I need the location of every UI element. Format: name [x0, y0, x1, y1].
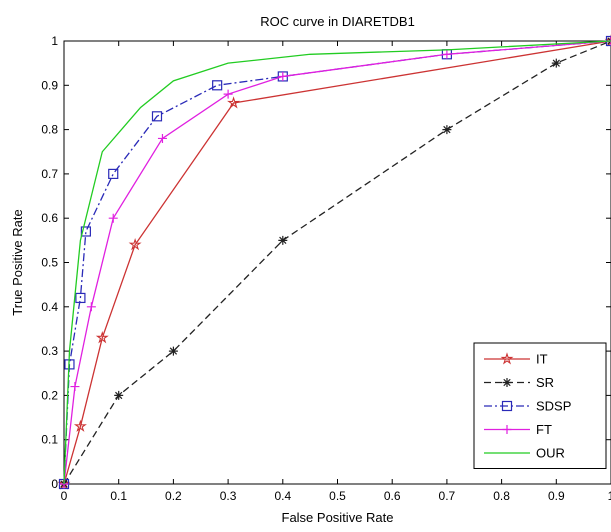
x-tick-label: 0.3 [220, 489, 237, 503]
y-tick-label: 0.7 [41, 167, 58, 181]
y-tick-label: 0.2 [41, 388, 58, 402]
y-tick-label: 1 [51, 34, 58, 48]
legend-label-sdsp: SDSP [536, 399, 571, 414]
y-tick-label: 0.6 [41, 211, 58, 225]
legend: IT SR SDSP FT OUR [474, 343, 606, 469]
x-tick-label: 0.1 [110, 489, 127, 503]
x-tick-label: 0.6 [384, 489, 401, 503]
chart-title: ROC curve in DIARETDB1 [260, 14, 415, 29]
x-tick-label: 0.8 [493, 489, 510, 503]
data-point-sr [278, 236, 287, 245]
x-tick-label: 0 [61, 489, 68, 503]
data-point-sr [169, 347, 178, 356]
x-tick-label: 0.4 [274, 489, 291, 503]
y-tick-label: 0.9 [41, 78, 58, 92]
legend-label-it: IT [536, 352, 548, 367]
y-tick-label: 0.8 [41, 123, 58, 137]
x-tick-label: 0.5 [329, 489, 346, 503]
y-axis-label: True Positive Rate [10, 209, 25, 315]
y-tick-label: 0.1 [41, 433, 58, 447]
x-tick-label: 1 [608, 489, 611, 503]
y-tick-label: 0.3 [41, 344, 58, 358]
y-tick-label: 0 [51, 477, 58, 491]
legend-label-our: OUR [536, 446, 565, 461]
legend-label-sr: SR [536, 375, 554, 390]
legend-label-ft: FT [536, 422, 552, 437]
x-tick-label: 0.7 [439, 489, 456, 503]
data-point-sr [114, 391, 123, 400]
data-point-sr [552, 59, 561, 68]
x-tick-label: 0.9 [548, 489, 565, 503]
legend-marker-sr [503, 378, 512, 387]
y-tick-label: 0.5 [41, 256, 58, 270]
y-tick-label: 0.4 [41, 300, 58, 314]
x-tick-label: 0.2 [165, 489, 182, 503]
x-axis-label: False Positive Rate [282, 510, 394, 525]
data-point-sr [442, 125, 451, 134]
